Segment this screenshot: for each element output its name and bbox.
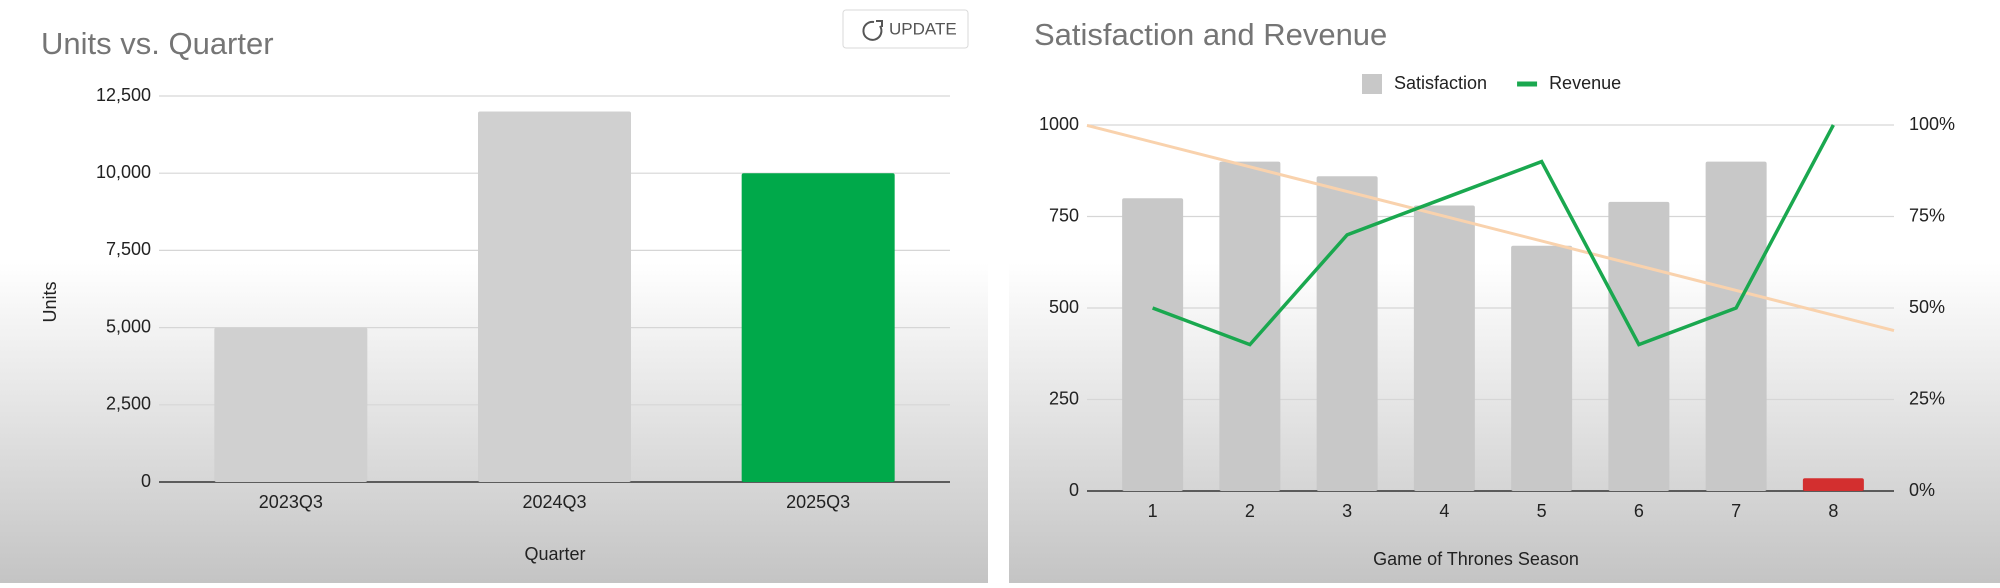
y-tick-label: 5,000: [106, 316, 151, 336]
bar: [1511, 245, 1573, 491]
refresh-icon: [862, 20, 883, 41]
bar: [1802, 478, 1864, 491]
trendline: [1086, 123, 1895, 333]
y-tick-label: 7,500: [106, 239, 151, 259]
button-frame[interactable]: [842, 9, 969, 49]
bar: [1219, 161, 1281, 491]
bar: [741, 173, 895, 482]
legend-label: Revenue: [1549, 73, 1621, 93]
y-tick-label: 500: [1049, 297, 1079, 317]
bar: [214, 327, 368, 482]
bar: [1122, 198, 1184, 491]
y-tick-label: 2,500: [106, 394, 151, 414]
y2-tick-label: 25%: [1909, 388, 1945, 408]
x-tick-label: 5: [1537, 501, 1547, 521]
update-button[interactable]: UPDATE: [842, 9, 969, 49]
x-axis-label: Game of Thrones Season: [1373, 549, 1579, 569]
chart-title: Satisfaction and Revenue: [1034, 17, 1387, 52]
y2-tick-label: 100%: [1909, 114, 1955, 134]
bar: [1316, 176, 1378, 492]
bar: [478, 111, 631, 482]
y-tick-label: 0: [141, 471, 151, 491]
x-tick-label: 8: [1828, 501, 1838, 521]
y-tick-label: 250: [1049, 388, 1079, 408]
y-tick-label: 1000: [1039, 114, 1079, 134]
x-tick-label: 2025Q3: [786, 492, 850, 512]
line: [1152, 124, 1835, 347]
x-tick-label: 3: [1342, 501, 1352, 521]
y2-tick-label: 50%: [1909, 297, 1945, 317]
y-tick-label: 12,500: [96, 85, 151, 105]
x-tick-label: 2023Q3: [259, 492, 323, 512]
bar: [1413, 205, 1475, 491]
x-tick-label: 6: [1634, 501, 1644, 521]
y-tick-label: 0: [1069, 480, 1079, 500]
legend-swatch: [1362, 74, 1382, 94]
y2-tick-label: 0%: [1909, 480, 1935, 500]
x-axis-label: Quarter: [524, 544, 585, 564]
button-label[interactable]: UPDATE: [889, 19, 957, 38]
x-tick-label: 2: [1245, 501, 1255, 521]
x-tick-label: 7: [1731, 501, 1741, 521]
y-tick-label: 750: [1049, 205, 1079, 225]
x-tick-label: 2024Q3: [522, 492, 586, 512]
y-axis-label: Units: [40, 281, 60, 322]
bar: [1705, 161, 1767, 491]
y-tick-label: 10,000: [96, 162, 151, 182]
x-tick-label: 1: [1148, 501, 1158, 521]
y2-tick-label: 75%: [1909, 205, 1945, 225]
legend-label: Satisfaction: [1394, 73, 1487, 93]
refresh-icon: [876, 20, 883, 27]
chart-title: Units vs. Quarter: [41, 26, 274, 61]
x-tick-label: 4: [1439, 501, 1449, 521]
